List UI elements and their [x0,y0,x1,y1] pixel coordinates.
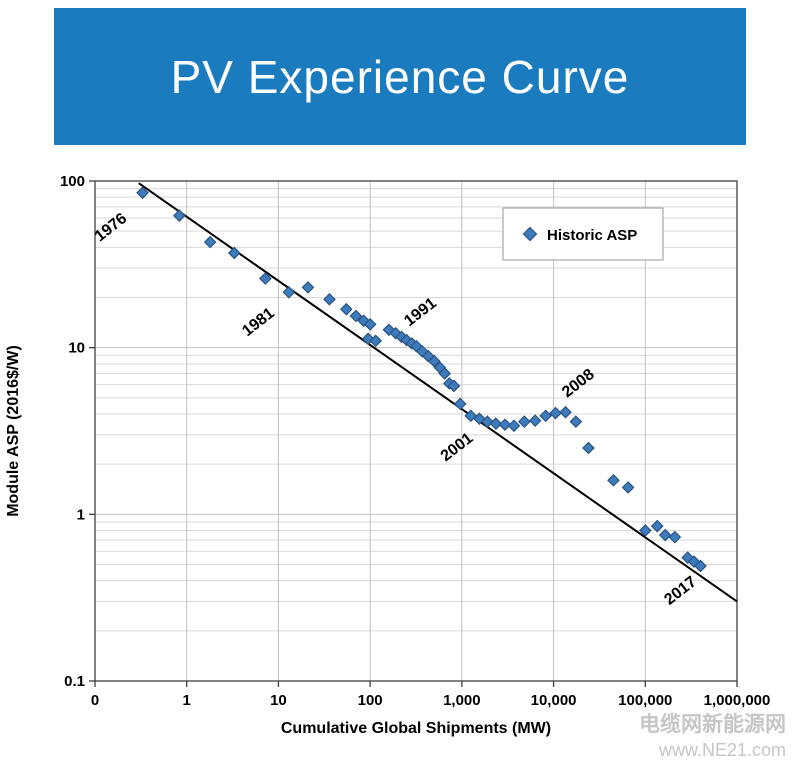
year-annotation: 1976 [92,210,131,245]
data-point-marker [464,409,478,423]
data-point-marker [258,272,272,285]
data-point-marker [559,405,572,419]
x-tick-label: 1,000 [443,692,481,709]
y-tick-label: 100 [60,173,85,190]
data-point-marker [395,330,408,344]
data-point-marker [668,530,682,544]
pv-experience-curve-chart: 0 1 10 100 1,000 10,000 100,000 1,000,000 100 10 1… [5,173,771,737]
y-axis-title: Module ASP (2016$/W) [5,345,22,517]
data-point-marker [301,281,315,294]
y-tick-label: 1 [77,506,85,523]
data-point-marker [658,528,672,542]
data-point-marker [438,367,452,380]
data-point-marker [382,323,396,337]
data-point-marker [481,415,494,428]
x-tick-label: 1,000,000 [704,692,771,709]
data-point-marker [638,524,652,537]
legend-label: Historic ASP [547,227,637,244]
x-tick-label: 10 [270,692,287,709]
data-point-marker [517,415,531,428]
data-point-marker [323,292,336,306]
data-point-marker [389,326,403,340]
data-point-marker [498,418,512,432]
year-annotation: 2008 [559,366,598,401]
watermark-url: www.NE21.com [658,739,786,760]
x-axis-title: Cumulative Global Shipments (MW) [281,720,551,737]
data-point-marker [489,417,503,431]
year-annotation: 1991 [401,295,440,330]
x-tick-label: 10,000 [531,692,577,709]
data-point-marker [427,354,441,368]
data-point-marker [582,441,595,455]
watermark-site-name: 电缆网新能源网 [639,713,786,737]
data-point-marker [282,285,296,299]
data-point-marker [694,559,707,573]
data-point-marker [339,302,353,316]
data-point-marker [172,209,186,222]
y-tick-label: 10 [68,340,85,357]
data-point-marker [203,235,217,249]
x-tick-label: 100,000 [618,692,672,709]
watermark: 电缆网新能源网 www.NE21.com [639,712,786,761]
plot-border [94,180,738,682]
data-point-marker [369,334,383,348]
legend-marker-icon [522,226,538,242]
data-point-marker [363,318,377,331]
data-point-marker [421,349,435,363]
page-title: PV Experience Curve [170,50,630,103]
data-point-marker [227,246,241,260]
data-point-marker [539,409,553,423]
data-point-marker [349,309,363,323]
year-annotation: 1981 [239,305,278,340]
data-point-marker [650,519,664,533]
data-point-marker [621,481,635,494]
x-tick-label: 0 [91,692,99,709]
chart-container: 0 1 10 100 1,000 10,000 100,000 1,000,000 100 10 1… [0,156,800,756]
data-point-marker [569,415,583,428]
slide-title-banner: PV Experience Curve [54,8,746,145]
data-point-marker [357,314,371,328]
data-point-marker [528,414,542,427]
data-point-marker [400,333,413,347]
data-point-marker [136,186,149,200]
x-tick-label: 100 [358,692,383,709]
y-tick-label: 0.1 [64,673,85,690]
data-point-marker [507,419,521,433]
data-point-marker [607,473,620,487]
data-point-marker [453,397,467,411]
data-point-marker [549,406,562,420]
year-annotation: 2017 [661,573,700,608]
x-tick-label: 1 [183,692,191,709]
data-point-marker [447,379,461,393]
